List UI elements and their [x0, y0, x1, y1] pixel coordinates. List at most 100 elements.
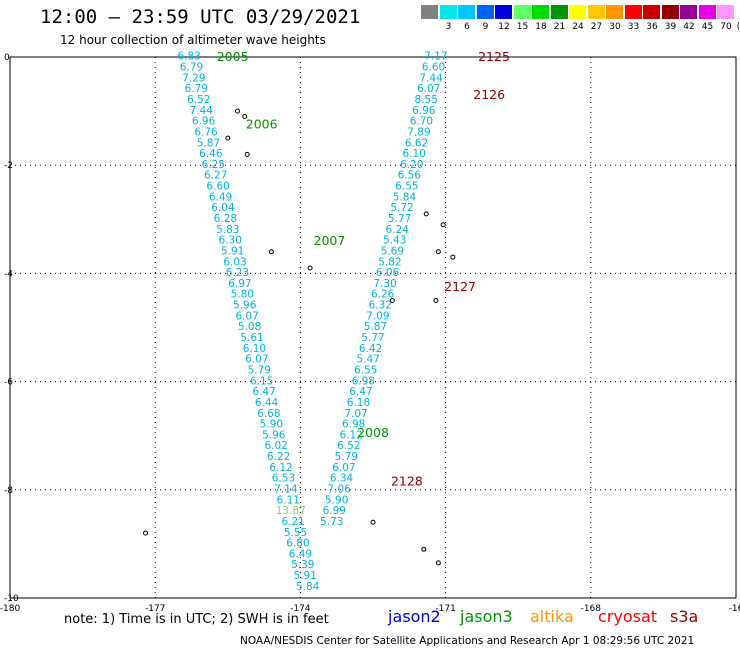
page-title: 12:00 – 23:59 UTC 03/29/2021: [40, 6, 361, 28]
wave-height-label: 6.96: [412, 105, 436, 117]
colorbar-label: 3: [445, 22, 452, 32]
wave-height-label: 5.96: [262, 429, 286, 441]
colorbar-label: 45: [701, 22, 714, 32]
wave-height-label: 6.12: [269, 462, 292, 474]
wave-height-label: 6.68: [257, 408, 280, 420]
colorbar-swatch: [606, 5, 623, 19]
y-tick-label: -2: [4, 161, 13, 171]
wave-height-label: 6.60: [422, 62, 445, 74]
wave-height-label: 5.72: [390, 202, 413, 214]
wave-height-label: 5.90: [260, 419, 283, 431]
wave-height-label: 6.21: [281, 516, 304, 528]
x-tick-label: -174: [290, 604, 311, 614]
y-tick-label: 0: [4, 53, 10, 63]
x-tick-label: -177: [145, 604, 165, 614]
wave-height-label: 6.22: [267, 451, 290, 463]
colorbar-swatch: [680, 5, 697, 19]
wave-height-label: 6.44: [255, 397, 279, 409]
island-outline: [421, 546, 427, 552]
wave-height-label: 7.89: [407, 126, 430, 138]
wave-height-label: 7.44: [189, 105, 213, 117]
colorbar-swatch: [458, 5, 475, 19]
x-tick-label: -171: [435, 604, 455, 614]
wave-height-label: 7.44: [419, 72, 443, 84]
wave-height-label: 6.06: [376, 267, 400, 279]
wave-height-label: 6.10: [402, 148, 425, 160]
legend-item-jason3: jason3: [460, 607, 513, 626]
wave-height-label: 5.08: [238, 321, 261, 333]
colorbar-label: 18: [535, 22, 547, 32]
colorbar-swatch: [643, 5, 660, 19]
colorbar-swatch: [421, 5, 438, 19]
colorbar-swatch: [550, 5, 568, 19]
wave-height-label: 5.79: [335, 451, 358, 463]
wave-height-label: 6.27: [204, 170, 227, 182]
legend-item-s3a: s3a: [670, 607, 699, 626]
wave-height-label: 6.24: [386, 224, 410, 236]
wave-height-label: 5.82: [378, 256, 401, 268]
wave-height-label: 7.29: [182, 72, 205, 84]
wave-height-label: 6.10: [243, 343, 266, 355]
wave-height-label: 7.06: [327, 484, 351, 496]
wave-height-label: 5.87: [197, 137, 220, 149]
legend-item-cryosat: cryosat: [598, 607, 658, 626]
wave-height-label: 6.83: [177, 51, 200, 63]
wave-height-label: 5.91: [221, 245, 244, 257]
wave-height-label: 5.79: [248, 364, 271, 376]
wave-height-label: 5.43: [383, 235, 406, 247]
wave-height-label: 5.69: [381, 245, 404, 257]
wave-height-label: 6.55: [354, 364, 377, 376]
footer-credit: NOAA/NESDIS Center for Satellite Applica…: [240, 635, 695, 647]
colorbar-swatch: [698, 5, 716, 19]
wave-height-label: 6.07: [235, 310, 258, 322]
wave-height-label: 6.79: [180, 62, 203, 74]
colorbar-swatch: [569, 5, 586, 19]
wave-height-label: 6.07: [245, 354, 268, 366]
colorbar-unit: (ft): [736, 22, 740, 32]
wave-height-label: 6.97: [228, 278, 251, 290]
colorbar-swatch: [476, 5, 494, 19]
wave-height-label: 5.47: [356, 354, 379, 366]
island-outline: [433, 297, 439, 303]
colorbar-label: 36: [646, 22, 658, 32]
wave-height-label: 6.32: [369, 300, 392, 312]
colorbar-label: 27: [590, 22, 603, 32]
wave-height-label: 5.90: [325, 494, 348, 506]
wave-height-label: 6.23: [226, 267, 249, 279]
legend-item-altika: altika: [530, 607, 574, 626]
x-tick-label: -180: [0, 604, 20, 614]
wave-height-label: 6.20: [400, 159, 423, 171]
island-outline: [440, 222, 446, 228]
wave-height-label: 6.02: [265, 440, 288, 452]
colorbar-label: 39: [664, 22, 677, 32]
wave-height-label: 5.83: [216, 224, 239, 236]
island-outline: [423, 211, 429, 217]
wave-height-label: 7.17: [424, 51, 447, 63]
x-tick-label: -16: [729, 604, 740, 614]
island-outline: [225, 135, 231, 141]
island-outline: [307, 265, 313, 271]
colorbar-swatch: [495, 5, 512, 19]
island-outline: [370, 519, 376, 525]
wave-height-label: 6.56: [398, 170, 422, 182]
page-subtitle: 12 hour collection of altimeter wave hei…: [60, 33, 326, 47]
track-number-label: 2128: [391, 474, 423, 489]
colorbar-swatch: [661, 5, 679, 19]
wave-height-label: 5.61: [240, 332, 263, 344]
colorbar-label: 33: [627, 22, 640, 32]
wave-height-label: 6.47: [252, 386, 275, 398]
wave-height-label: 6.99: [323, 505, 346, 517]
wave-height-label: 7.14: [274, 484, 298, 496]
wave-height-label: 6.55: [395, 181, 418, 193]
colorbar-label: 30: [609, 22, 621, 32]
colorbar-swatch: [513, 5, 531, 19]
wave-height-label: 6.76: [194, 126, 218, 138]
island-outline: [435, 249, 441, 255]
wave-height-label: 6.07: [332, 462, 355, 474]
wave-height-label: 6.70: [410, 116, 433, 128]
wave-height-label: 6.11: [277, 494, 300, 506]
wave-height-label: 5.39: [291, 559, 314, 571]
island-outline: [143, 530, 149, 536]
wave-height-label: 6.42: [359, 343, 382, 355]
wave-height-label: 6.60: [206, 181, 229, 193]
